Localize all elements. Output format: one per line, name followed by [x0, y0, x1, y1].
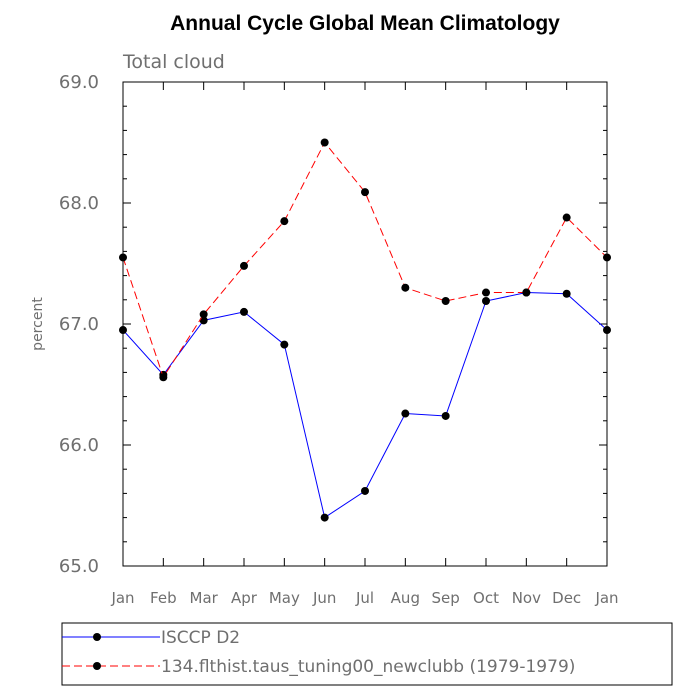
y-tick-label: 65.0: [59, 556, 99, 577]
x-tick-label: Mar: [190, 589, 219, 607]
data-point: [603, 326, 611, 335]
x-tick-label: Apr: [231, 589, 258, 607]
series-layer: [119, 138, 611, 522]
data-point: [482, 288, 490, 297]
x-tick-label: May: [269, 589, 300, 607]
data-point: [441, 411, 450, 420]
axis-ticks: [122, 81, 608, 567]
chart-subtitle: Total cloud: [122, 51, 225, 73]
data-point: [199, 310, 208, 319]
legend-label: ISCCP D2: [161, 628, 240, 648]
data-point: [320, 513, 329, 522]
series-line-1: [122, 141, 608, 379]
x-tick-label: Nov: [512, 589, 541, 607]
data-point: [361, 486, 369, 495]
data-point: [441, 297, 450, 306]
y-axis-label: percent: [30, 297, 46, 351]
data-point: [280, 340, 289, 349]
data-point: [562, 289, 571, 298]
data-point: [240, 307, 248, 316]
legend: [61, 622, 673, 686]
data-point: [522, 288, 531, 297]
legend-items: ISCCP D2 134.flthist.taus_tuning00_newclu…: [62, 628, 575, 677]
x-tick-label: Dec: [552, 589, 581, 607]
data-point: [482, 297, 490, 306]
data-point: [159, 373, 168, 382]
y-tick-label: 68.0: [59, 193, 99, 214]
data-point: [401, 409, 410, 418]
x-tick-label: Jul: [355, 589, 374, 607]
data-point: [603, 253, 611, 262]
x-tick-labels: Jan Feb Mar Apr May Jun Jul Aug Sep Oct Nov Dec Jan: [110, 589, 618, 607]
legend-marker: [93, 662, 101, 670]
x-tick-label: Feb: [150, 589, 177, 607]
data-point: [119, 326, 127, 335]
legend-marker: [93, 633, 101, 641]
data-point: [361, 188, 369, 197]
data-point: [401, 283, 410, 292]
data-point: [562, 213, 571, 222]
y-tick-label: 67.0: [59, 314, 99, 335]
legend-label: 134.flthist.taus_tuning00_newclubb (1979…: [161, 657, 575, 677]
x-tick-label: Jan: [594, 589, 618, 607]
x-tick-label: Jun: [312, 589, 336, 607]
x-tick-label: Oct: [473, 589, 499, 607]
chart-title: Annual Cycle Global Mean Climatology: [170, 12, 560, 35]
y-tick-label: 66.0: [59, 435, 99, 456]
data-point: [240, 261, 248, 270]
data-point: [280, 217, 289, 226]
x-tick-label: Sep: [432, 589, 460, 607]
x-tick-label: Aug: [391, 589, 420, 607]
y-tick-label: 69.0: [59, 72, 99, 93]
data-point: [199, 316, 208, 325]
data-point: [119, 253, 127, 262]
x-tick-label: Jan: [110, 589, 134, 607]
data-point: [320, 138, 329, 147]
y-tick-labels: 65.0 66.0 67.0 68.0 69.0: [59, 72, 99, 577]
